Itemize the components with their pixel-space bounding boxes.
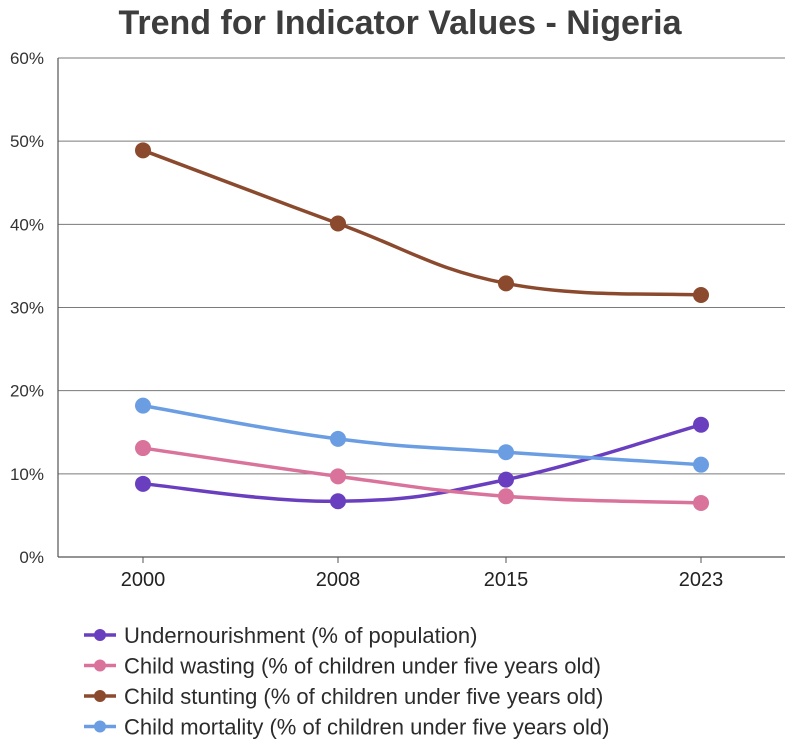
data-point[interactable]	[498, 471, 514, 488]
data-point[interactable]	[498, 444, 514, 461]
data-point[interactable]	[330, 493, 346, 510]
legend-swatch-marker	[94, 659, 106, 672]
data-point[interactable]	[693, 416, 709, 433]
y-tick-label: 30%	[10, 299, 44, 318]
y-tick-label: 20%	[10, 382, 44, 401]
gridlines	[58, 57, 785, 475]
y-tick-label: 60%	[10, 49, 44, 68]
data-point[interactable]	[330, 430, 346, 447]
legend-item[interactable]: Child stunting (% of children under five…	[84, 684, 603, 709]
data-point[interactable]	[135, 440, 151, 457]
data-point[interactable]	[330, 215, 346, 232]
data-point[interactable]	[498, 275, 514, 292]
x-tick-label: 2023	[679, 569, 724, 591]
axes	[57, 58, 785, 558]
series-line-3	[141, 148, 703, 297]
series-line-2	[141, 446, 703, 505]
data-point[interactable]	[693, 456, 709, 473]
y-axis-ticks: 0% 10% 20% 30% 40% 50% 60%	[10, 49, 44, 567]
series-lines	[141, 148, 703, 505]
data-point[interactable]	[330, 468, 346, 485]
series-line-1	[141, 423, 703, 504]
legend: Undernourishment (% of population) Child …	[84, 623, 609, 740]
y-tick-label: 10%	[10, 465, 44, 484]
y-tick-label: 0%	[19, 548, 44, 567]
x-tick-label: 2008	[316, 569, 361, 591]
data-point[interactable]	[693, 494, 709, 511]
y-tick-label: 40%	[10, 215, 44, 234]
chart-title: Trend for Indicator Values - Nigeria	[118, 4, 682, 42]
legend-item[interactable]: Undernourishment (% of population)	[84, 623, 477, 648]
series-points	[135, 142, 709, 511]
legend-swatch-marker	[94, 690, 106, 702]
legend-item[interactable]: Child mortality (% of children under fiv…	[84, 715, 609, 740]
legend-item[interactable]: Child wasting (% of children under five …	[84, 654, 601, 679]
legend-label: Child mortality (% of children under fiv…	[124, 715, 609, 740]
data-point[interactable]	[135, 475, 151, 492]
data-point[interactable]	[135, 142, 151, 159]
legend-label: Child stunting (% of children under five…	[124, 684, 603, 709]
x-tick-label: 2015	[484, 569, 529, 591]
legend-swatch-marker	[94, 629, 106, 641]
x-axis-ticks: 2000 2008 2015 2023	[121, 557, 724, 591]
legend-label: Child wasting (% of children under five …	[124, 654, 601, 679]
data-point[interactable]	[693, 287, 709, 304]
y-tick-label: 50%	[10, 132, 44, 151]
legend-swatch-marker	[94, 720, 106, 733]
x-tick-label: 2000	[121, 569, 166, 591]
legend-label: Undernourishment (% of population)	[124, 623, 477, 648]
data-point[interactable]	[135, 397, 151, 414]
series-line-4	[141, 403, 703, 467]
data-point[interactable]	[498, 488, 514, 505]
